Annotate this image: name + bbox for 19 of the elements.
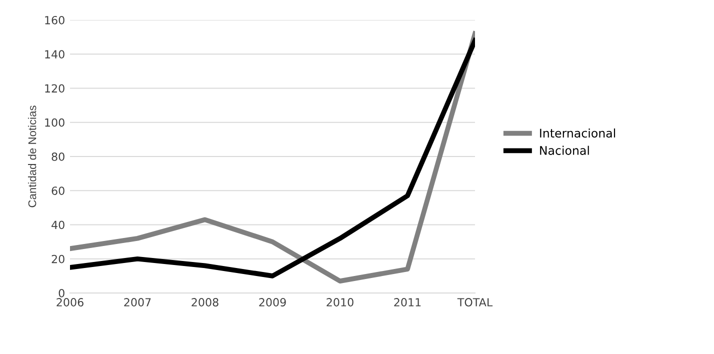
x-tick-label: 2011 [394,298,421,306]
legend-label: Internacional [540,128,616,138]
y-axis-title: Cantidad de Noticias [28,106,36,208]
x-tick-label: 2007 [124,298,151,306]
x-tick-label: 2008 [192,298,218,306]
x-tick-label: 2010 [326,298,354,306]
y-tick-label: 0 [58,288,64,298]
y-tick-label: 120 [45,84,64,93]
y-tick-label: 40 [52,220,64,230]
y-tick-label: 160 [45,16,64,24]
x-tick-label: 2009 [259,298,286,306]
x-tick-label: TOTAL [457,298,493,306]
y-tick-label: 80 [52,152,64,161]
y-tick-label: 140 [45,50,64,59]
y-tick-label: 20 [52,254,64,264]
y-tick-label: 100 [45,118,64,127]
legend-label: Nacional [540,146,589,155]
x-tick-label: 2006 [56,298,84,306]
y-tick-label: 60 [52,186,64,196]
